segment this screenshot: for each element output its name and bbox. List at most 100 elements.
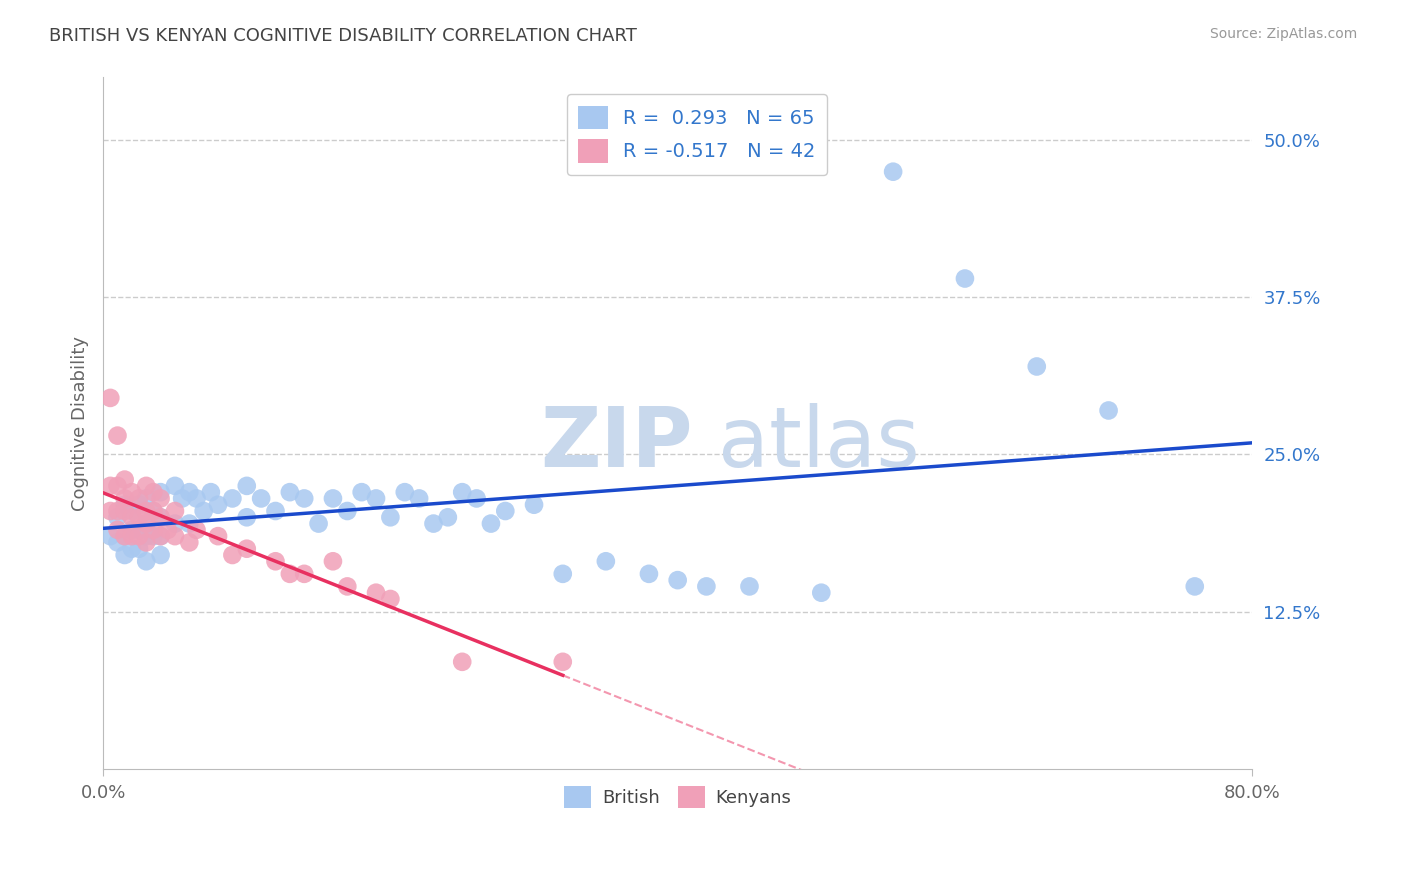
- Point: [135, 529, 157, 543]
- Point: [236, 510, 259, 524]
- Point: [98, 504, 121, 518]
- Point: [336, 579, 359, 593]
- Point: [523, 498, 546, 512]
- Point: [128, 523, 150, 537]
- Point: [595, 554, 617, 568]
- Point: [128, 491, 150, 506]
- Point: [142, 504, 165, 518]
- Point: [738, 579, 761, 593]
- Point: [236, 541, 259, 556]
- Point: [193, 504, 215, 518]
- Point: [121, 523, 143, 537]
- Point: [149, 485, 172, 500]
- Y-axis label: Cognitive Disability: Cognitive Disability: [72, 335, 89, 510]
- Point: [408, 491, 430, 506]
- Point: [953, 271, 976, 285]
- Point: [364, 585, 387, 599]
- Point: [322, 491, 344, 506]
- Point: [135, 535, 157, 549]
- Point: [322, 554, 344, 568]
- Point: [207, 529, 229, 543]
- Point: [250, 491, 273, 506]
- Point: [207, 498, 229, 512]
- Point: [179, 485, 201, 500]
- Point: [114, 498, 136, 512]
- Point: [114, 491, 136, 506]
- Point: [98, 529, 121, 543]
- Point: [380, 510, 402, 524]
- Point: [551, 566, 574, 581]
- Point: [479, 516, 502, 531]
- Point: [1025, 359, 1047, 374]
- Text: ZIP: ZIP: [540, 403, 692, 484]
- Point: [135, 554, 157, 568]
- Point: [882, 164, 904, 178]
- Point: [142, 485, 165, 500]
- Point: [364, 491, 387, 506]
- Point: [292, 566, 315, 581]
- Point: [422, 516, 444, 531]
- Point: [172, 491, 194, 506]
- Point: [186, 491, 208, 506]
- Point: [121, 529, 143, 543]
- Point: [128, 541, 150, 556]
- Point: [810, 585, 832, 599]
- Point: [98, 479, 121, 493]
- Point: [142, 523, 165, 537]
- Point: [135, 504, 157, 518]
- Point: [107, 428, 129, 442]
- Point: [494, 504, 516, 518]
- Legend: British, Kenyans: British, Kenyans: [557, 779, 799, 815]
- Text: BRITISH VS KENYAN COGNITIVE DISABILITY CORRELATION CHART: BRITISH VS KENYAN COGNITIVE DISABILITY C…: [49, 27, 637, 45]
- Point: [437, 510, 460, 524]
- Point: [308, 516, 330, 531]
- Point: [336, 504, 359, 518]
- Point: [114, 529, 136, 543]
- Point: [179, 535, 201, 549]
- Point: [128, 498, 150, 512]
- Point: [278, 485, 301, 500]
- Point: [380, 592, 402, 607]
- Point: [149, 510, 172, 524]
- Text: atlas: atlas: [718, 403, 920, 484]
- Point: [121, 510, 143, 524]
- Point: [114, 473, 136, 487]
- Point: [350, 485, 373, 500]
- Point: [186, 523, 208, 537]
- Point: [128, 510, 150, 524]
- Point: [264, 554, 287, 568]
- Point: [163, 516, 186, 531]
- Point: [179, 516, 201, 531]
- Point: [149, 548, 172, 562]
- Point: [135, 516, 157, 531]
- Point: [114, 529, 136, 543]
- Point: [114, 548, 136, 562]
- Point: [156, 523, 179, 537]
- Point: [465, 491, 488, 506]
- Point: [221, 491, 243, 506]
- Point: [149, 529, 172, 543]
- Point: [451, 655, 474, 669]
- Point: [135, 479, 157, 493]
- Point: [1184, 579, 1206, 593]
- Point: [107, 510, 129, 524]
- Point: [695, 579, 717, 593]
- Point: [638, 566, 661, 581]
- Point: [107, 479, 129, 493]
- Point: [121, 504, 143, 518]
- Point: [278, 566, 301, 581]
- Point: [292, 491, 315, 506]
- Point: [149, 529, 172, 543]
- Point: [451, 485, 474, 500]
- Point: [394, 485, 416, 500]
- Point: [114, 504, 136, 518]
- Point: [1097, 403, 1119, 417]
- Text: Source: ZipAtlas.com: Source: ZipAtlas.com: [1209, 27, 1357, 41]
- Point: [163, 504, 186, 518]
- Point: [221, 548, 243, 562]
- Point: [142, 529, 165, 543]
- Point: [149, 510, 172, 524]
- Point: [135, 516, 157, 531]
- Point: [551, 655, 574, 669]
- Point: [149, 491, 172, 506]
